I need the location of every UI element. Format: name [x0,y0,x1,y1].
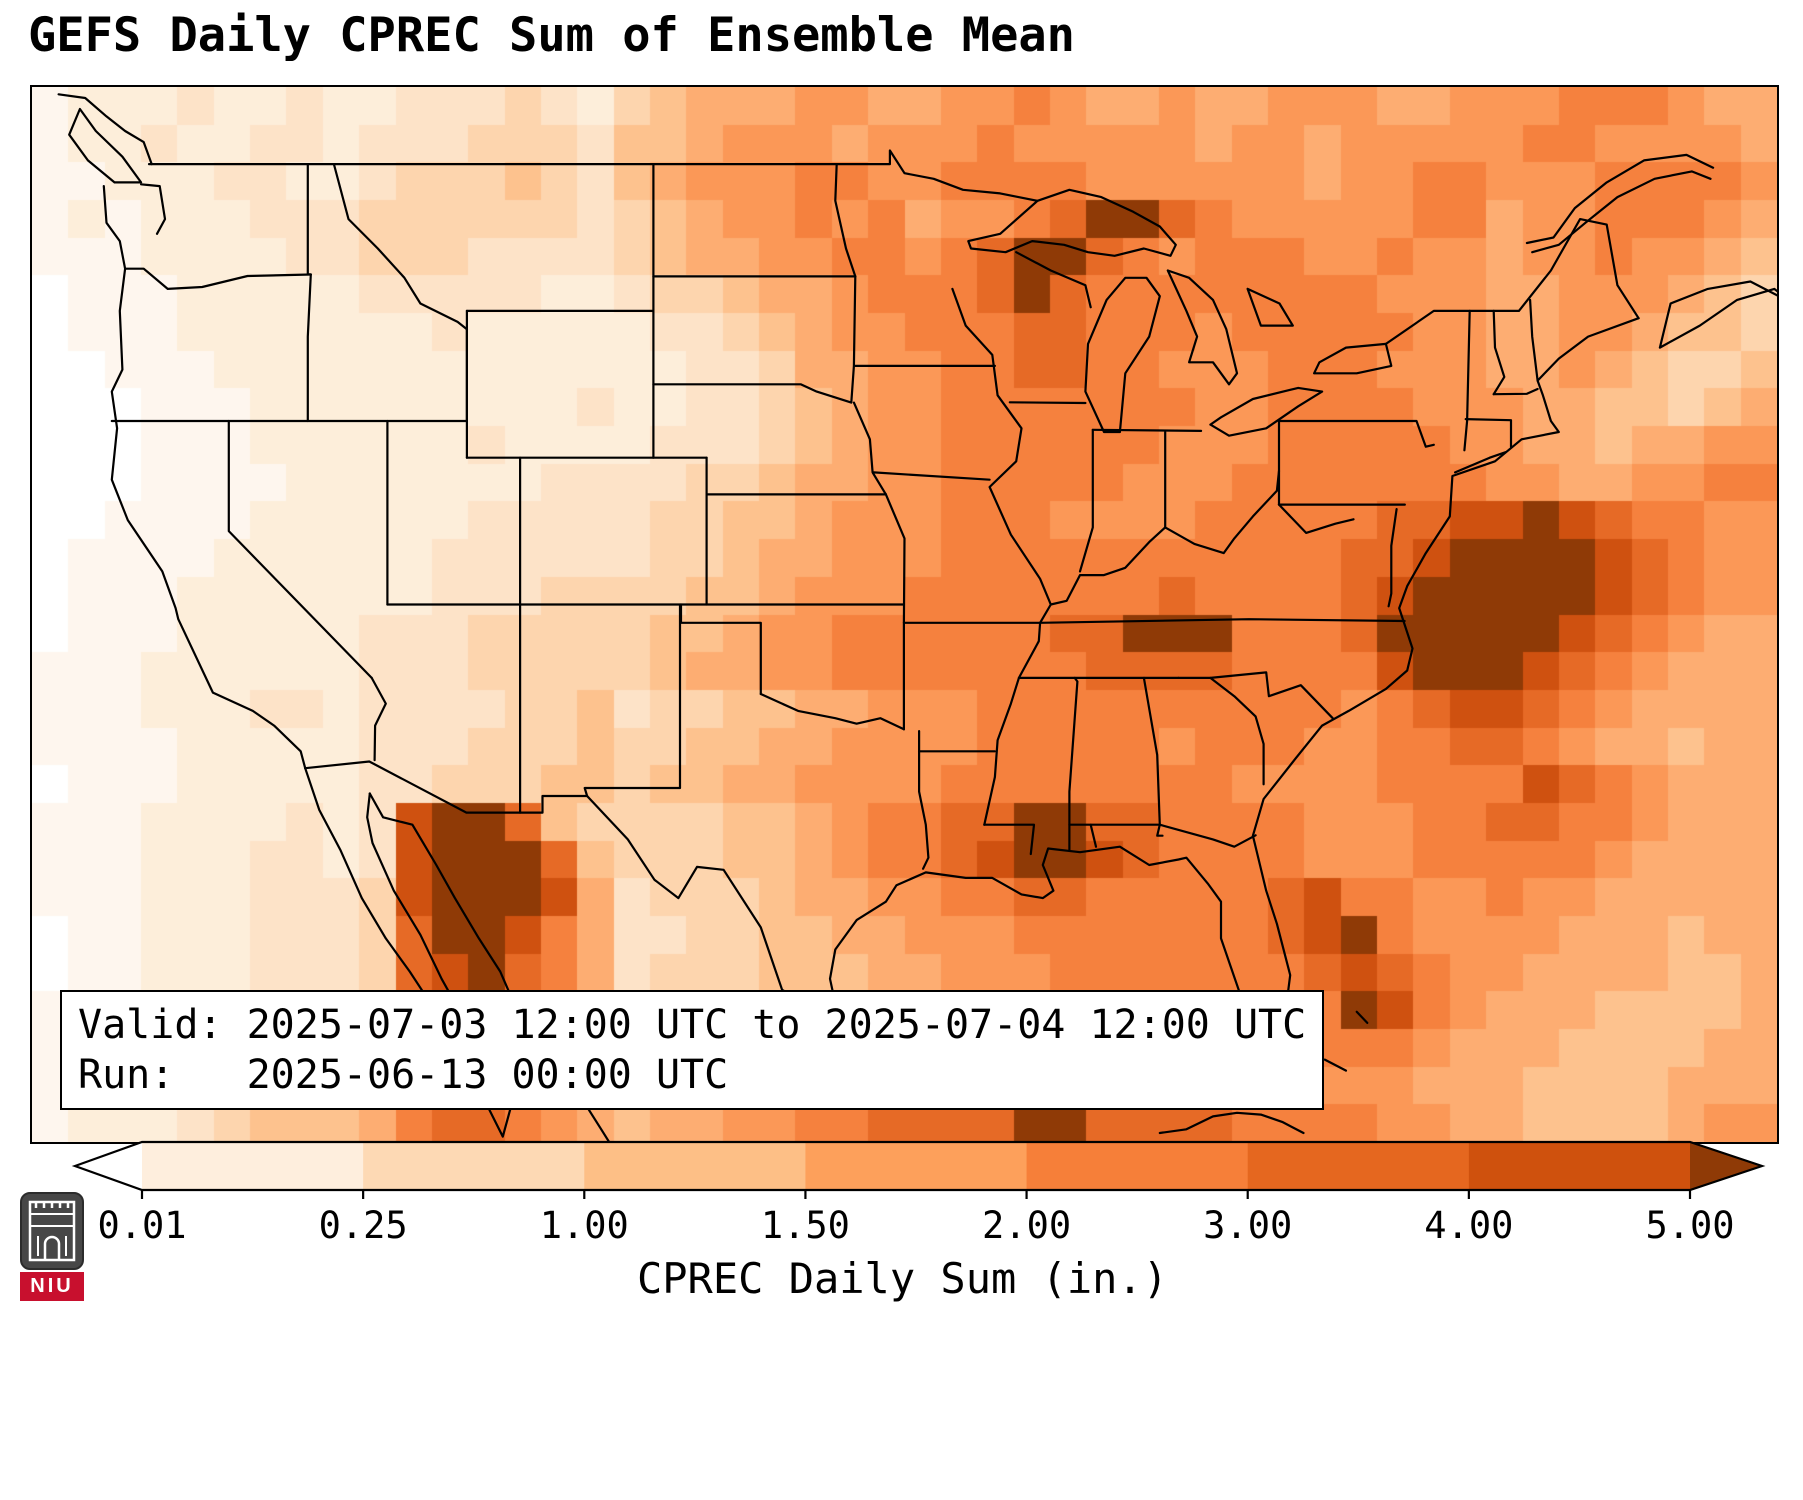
boundary-line [1015,251,1092,309]
boundary-line [834,162,857,278]
colorbar-segment [142,1142,365,1190]
boundary-line [1142,676,1161,826]
boundary-line [852,401,888,496]
colorbar-tick-label: 5.00 [1645,1204,1734,1247]
boundary-line [1384,218,1640,345]
boundary-line [1049,469,1281,606]
niu-logo-text: NIU [20,1272,84,1301]
state-boundaries [57,93,1777,1142]
boundary-line [1209,386,1324,437]
boundary-line [68,107,143,184]
boundary-line [1277,419,1435,448]
boundary-line [1068,676,1079,852]
colorbar: 0.01 0.25 1.00 1.50 2.00 3.00 4.00 5.00 [71,1140,1766,1247]
boundary-line [1464,418,1513,448]
valid-run-box: Valid: 2025-07-03 12:00 UTC to 2025-07-0… [60,990,1325,1110]
boundary-line [1387,508,1398,608]
colorbar-segment [1247,1142,1470,1190]
run-time-text: Run: 2025-06-13 00:00 UTC [78,1052,729,1098]
boundary-line [1177,671,1334,720]
colorbar-axis-label: CPREC Daily Sum (in.) [636,1254,1168,1303]
boundary-line [1209,676,1265,786]
boundary-line [1312,342,1393,375]
boundary-line [1078,428,1094,573]
colorbar-segment [584,1142,807,1190]
colorbar-tick-label: 3.00 [1203,1204,1292,1247]
boundary-line [1084,276,1161,434]
boundary-line [1525,153,1715,245]
boundary-line [1158,1111,1305,1135]
boundary-line [951,287,1052,826]
boundary-line [227,419,373,680]
boundary-line [57,93,153,166]
colorbar-tick-label: 0.01 [97,1204,186,1247]
boundary-line [1091,428,1203,432]
colorbar-tick-label: 1.50 [761,1204,850,1247]
page-title: GEFS Daily CPREC Sum of Ensemble Mean [28,8,1075,63]
map-panel: Valid: 2025-07-03 12:00 UTC to 2025-07-0… [30,85,1779,1144]
niu-castle-icon [20,1192,84,1270]
colorbar-segment [1468,1142,1691,1190]
boundary-line [306,273,312,423]
boundary-line [983,823,1036,856]
boundary-line [1463,309,1471,452]
colorbar-tick-label: 2.00 [982,1204,1071,1247]
boundary-line [1008,401,1087,405]
boundary-line [652,275,857,404]
boundary-line [1277,503,1355,534]
boundary-line [1492,309,1506,396]
boundary-line [102,184,307,770]
boundary-line [1068,823,1164,837]
boundary-line [967,188,1177,257]
boundary-line [1453,451,1507,474]
boundary-line [828,845,1284,1039]
colorbar-tick-label: 0.25 [319,1204,408,1247]
boundary-line [1323,1058,1348,1072]
boundary-line [370,676,387,762]
boundary-line [1355,1010,1369,1025]
boundary-line [1492,387,1539,396]
colorbar-tick-label: 4.00 [1424,1204,1513,1247]
boundary-line [583,603,682,798]
colorbar-segment [1026,1142,1249,1190]
boundary-line [332,162,468,331]
boundary-line [884,493,906,731]
colorbar-segment [363,1142,586,1190]
boundary-line [679,603,762,696]
boundary-line [1251,317,1640,1039]
boundary-line [1528,298,1539,382]
boundary-line [1246,287,1294,327]
colorbar-under-arrow [75,1142,142,1190]
boundary-line [1531,170,1712,254]
boundary-line [1158,823,1257,848]
boundary-line [304,760,838,1013]
boundary-line [1658,280,1777,349]
boundary-line [304,767,512,1138]
boundary-line [123,267,312,290]
colorbar-tick-label: 1.00 [540,1204,629,1247]
boundary-line [139,183,167,235]
boundary-line [306,162,312,276]
valid-time-text: Valid: 2025-07-03 12:00 UTC to 2025-07-0… [78,1002,1307,1048]
colorbar-segment [805,1142,1028,1190]
boundary-line [1038,618,1406,624]
boundary-line [759,692,906,731]
colorbar-over-arrow [1690,1142,1762,1190]
boundary-line [1166,269,1239,386]
boundary-line [147,149,1039,202]
niu-logo: NIU [20,1192,84,1301]
boundary-line [872,471,991,481]
boundary-line [1089,823,1098,848]
boundary-line [917,729,930,870]
